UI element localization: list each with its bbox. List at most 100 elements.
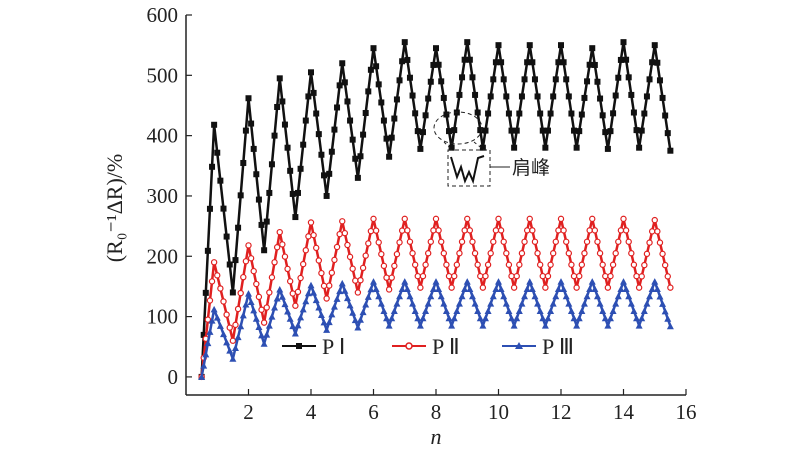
series-p3-point	[367, 285, 375, 293]
series-p1-point	[521, 76, 528, 83]
series-p1-point	[589, 45, 596, 52]
series-p2-point	[208, 278, 216, 285]
series-p2-point	[510, 284, 518, 291]
series-p3-point	[291, 329, 299, 337]
series-p3-point	[383, 314, 391, 322]
series-p2-point	[466, 227, 474, 234]
series-p2-point	[492, 227, 500, 234]
series-p3-point	[377, 300, 385, 307]
series-p2-point	[544, 272, 552, 280]
series-p2-point	[521, 238, 528, 245]
series-p3-point	[445, 314, 453, 322]
series-p3-point	[237, 322, 245, 330]
series-p3-point	[578, 307, 586, 314]
series-p2-point	[245, 242, 252, 249]
series-p1-point	[274, 103, 281, 110]
series-p2-point	[237, 289, 244, 297]
series-p3-point	[424, 300, 432, 307]
series-p3-point	[487, 300, 495, 307]
series-p1-point	[586, 61, 593, 68]
series-p1-point	[360, 131, 367, 138]
y-tick-label: 500	[147, 63, 179, 87]
series-p1-point	[419, 129, 426, 136]
series-p2-point	[226, 324, 233, 331]
series-p3-point	[429, 285, 437, 292]
series-p3-point	[273, 294, 281, 302]
series-p2-point	[271, 259, 278, 266]
series-p1-point	[349, 136, 356, 143]
series-p3-point	[252, 315, 260, 322]
series-p3-point	[622, 285, 630, 292]
series-p1-point	[206, 205, 213, 212]
series-p2-point	[240, 273, 247, 281]
series-p3-point	[390, 307, 398, 314]
series-p2-point	[214, 272, 221, 279]
series-p3-point	[258, 331, 266, 339]
series-p1-point	[505, 110, 512, 117]
series-p3-point	[648, 285, 656, 292]
series-p2-point	[604, 284, 612, 291]
series-p3-point	[570, 314, 578, 322]
series-p1-point	[568, 110, 575, 117]
series-p3-point	[666, 322, 674, 330]
series-p3-point	[411, 307, 419, 314]
series-p1-point	[204, 247, 211, 254]
series-p1-point	[617, 56, 624, 63]
series-p2-point	[204, 316, 212, 323]
series-p2-point	[242, 258, 250, 265]
series-p1-point	[388, 134, 395, 141]
series-p2-point	[349, 265, 356, 272]
series-p1-point	[490, 76, 497, 83]
series-p3-point	[440, 300, 448, 307]
series-p1-point	[242, 127, 249, 134]
series-p3-point	[455, 300, 463, 307]
series-p3-point	[614, 292, 622, 300]
series-p3-point	[513, 314, 521, 322]
series-p3-point	[281, 300, 289, 308]
shoulder-peak-annotation: 肩峰	[433, 111, 550, 187]
series-p2-point	[328, 269, 336, 276]
series-p1-point	[531, 76, 538, 83]
series-p2-point	[542, 284, 549, 291]
series-p2-point	[336, 230, 343, 238]
series-p1-point	[654, 59, 661, 66]
series-p1-point	[321, 172, 328, 179]
series-p2-point	[490, 238, 497, 245]
series-p2-point	[505, 261, 513, 268]
series-p1-point	[433, 45, 439, 52]
series-p3-point	[606, 314, 614, 322]
series-p1-point	[284, 144, 291, 151]
series-p2-point	[220, 298, 227, 305]
legend-label-p2: P Ⅱ	[432, 334, 460, 359]
series-p3-point	[231, 344, 239, 351]
series-p3-point	[541, 322, 549, 329]
series-p3-point	[643, 300, 651, 307]
series-p2-point	[414, 272, 421, 280]
series-p2-point	[630, 261, 638, 268]
series-p2-point	[258, 306, 265, 313]
series-p2-point	[326, 282, 333, 289]
series-p1-point	[266, 189, 273, 196]
series-p1-point	[258, 221, 265, 228]
series-p3-point	[271, 304, 279, 311]
series-p2-point	[531, 238, 539, 245]
series-p1-point	[344, 98, 351, 105]
legend-label-p1: P Ⅰ	[322, 334, 345, 359]
y-tick-label: 300	[147, 184, 179, 208]
series-p2-point	[539, 272, 546, 280]
series-p1-point	[404, 56, 411, 63]
series-p2-point	[268, 274, 276, 281]
series-p1-point	[539, 127, 546, 134]
series-p1-point	[633, 127, 640, 134]
series-p1-point	[375, 81, 382, 88]
series-p1-point	[558, 42, 564, 49]
series-p1-point	[417, 145, 424, 152]
y-tick-label: 200	[147, 244, 179, 268]
series-p2-point	[289, 290, 296, 297]
series-p3-point	[612, 300, 620, 307]
series-p3-point	[450, 314, 458, 322]
series-p2-point	[526, 215, 533, 223]
series-p2-point	[247, 255, 255, 262]
series-p3-point	[356, 316, 364, 323]
series-p3-point	[419, 314, 427, 322]
